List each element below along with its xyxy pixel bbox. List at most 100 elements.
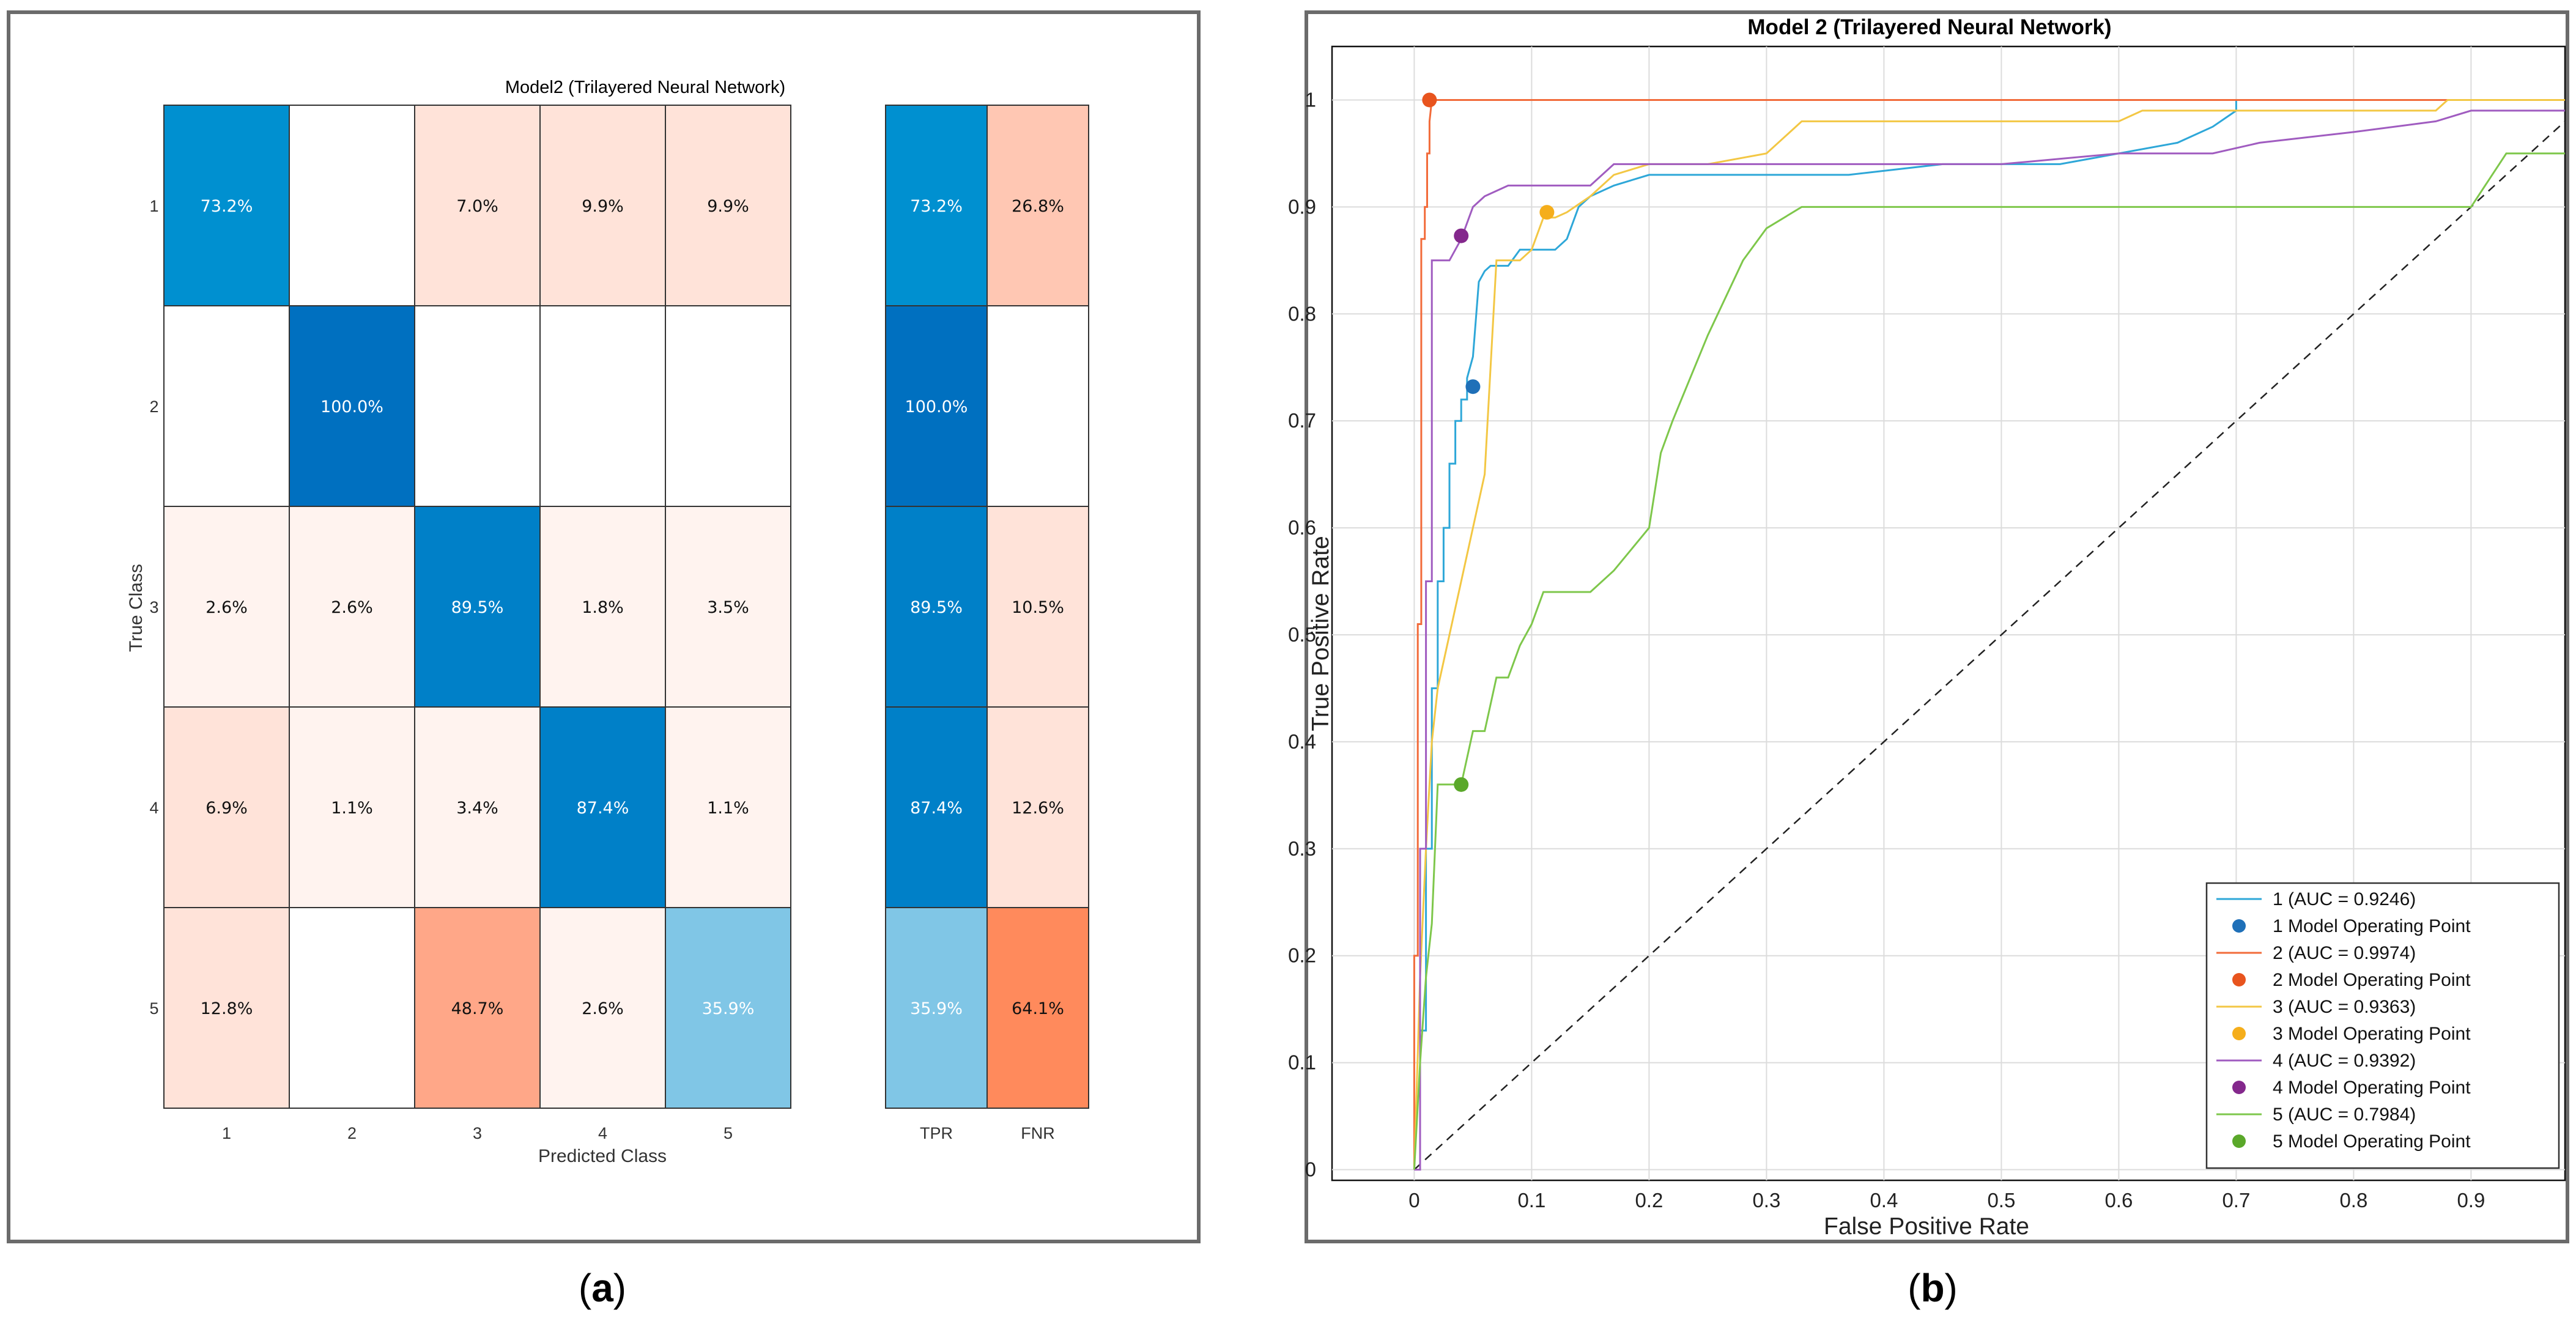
cm-ytick-label: 1 bbox=[149, 197, 158, 215]
roc-xtick-label: 0.1 bbox=[1517, 1189, 1545, 1212]
roc-xtick-label: 0.8 bbox=[2339, 1189, 2367, 1212]
legend-entry: 1 Model Operating Point bbox=[2273, 916, 2471, 936]
cm-cell-value: 3.5% bbox=[707, 598, 749, 617]
cm-cell-value: 2.6% bbox=[205, 598, 248, 617]
cm-xtick-label: 4 bbox=[598, 1124, 607, 1142]
roc-curve-3 bbox=[1413, 99, 2565, 1170]
roc-ytick-label: 0.9 bbox=[1288, 195, 1316, 218]
panel-label-b: (b) bbox=[1908, 1266, 1958, 1310]
cm-cell-value: 1.8% bbox=[582, 598, 624, 617]
svg-text:(a): (a) bbox=[579, 1266, 626, 1310]
cm-cell bbox=[665, 506, 791, 708]
cm-cell bbox=[414, 305, 541, 507]
cm-summary-value: 35.9% bbox=[910, 999, 963, 1018]
roc-operating-point-1 bbox=[1465, 379, 1481, 394]
cm-cell bbox=[665, 305, 791, 507]
cm-cell-value: 2.6% bbox=[331, 598, 373, 617]
roc-ytick-label: 0.2 bbox=[1288, 944, 1316, 967]
legend-entry: 2 Model Operating Point bbox=[2273, 970, 2471, 990]
roc-ytick-label: 0.8 bbox=[1288, 302, 1316, 325]
roc-curve-1 bbox=[1414, 100, 2237, 1171]
cm-summary-value: 26.8% bbox=[1012, 197, 1064, 216]
legend-entry: 5 Model Operating Point bbox=[2273, 1131, 2471, 1152]
cm-xtick-label: 5 bbox=[724, 1124, 733, 1142]
roc-ytick-label: 0.7 bbox=[1288, 409, 1316, 432]
cm-cell-value: 48.7% bbox=[451, 999, 504, 1018]
legend-marker-swatch bbox=[2232, 919, 2246, 933]
cm-cell bbox=[414, 105, 541, 306]
roc-operating-point-4 bbox=[1454, 228, 1469, 243]
cm-cell bbox=[539, 506, 666, 708]
legend-entry: 4 Model Operating Point bbox=[2273, 1078, 2471, 1098]
cm-cell-value: 3.4% bbox=[456, 799, 498, 818]
roc-curve-2 bbox=[1413, 99, 2565, 1170]
cm-summary-column-label: TPR bbox=[920, 1124, 953, 1142]
cm-xtick-label: 2 bbox=[347, 1124, 357, 1142]
roc-ytick-label: 0.5 bbox=[1288, 623, 1316, 646]
cm-cell-value: 35.9% bbox=[702, 999, 755, 1018]
cm-cell-value: 73.2% bbox=[201, 197, 253, 216]
cm-cell bbox=[414, 907, 541, 1109]
cm-cell-value: 100.0% bbox=[320, 398, 383, 416]
cm-xlabel: Predicted Class bbox=[538, 1146, 667, 1166]
cm-cell bbox=[289, 305, 415, 507]
legend-entry: 4 (AUC = 0.9392) bbox=[2273, 1051, 2416, 1071]
cm-cell bbox=[289, 907, 415, 1109]
cm-summary-value: 12.6% bbox=[1012, 799, 1064, 818]
cm-title: Model2 (Trilayered Neural Network) bbox=[505, 78, 785, 97]
cm-summary-cell bbox=[986, 706, 1089, 908]
roc-xtick-label: 0.3 bbox=[1752, 1189, 1780, 1212]
roc-curve-5 bbox=[1413, 152, 2565, 1170]
roc-xtick-label: 0.6 bbox=[2104, 1189, 2133, 1212]
cm-summary-value: 89.5% bbox=[910, 598, 963, 617]
roc-xlabel: False Positive Rate bbox=[1824, 1213, 2029, 1240]
legend-entry: 3 Model Operating Point bbox=[2273, 1024, 2471, 1044]
roc-ytick-label: 0.4 bbox=[1288, 730, 1316, 753]
roc-xtick-label: 0 bbox=[1408, 1189, 1419, 1212]
cm-summary-value: 87.4% bbox=[910, 799, 963, 818]
legend-marker-swatch bbox=[2232, 973, 2246, 986]
cm-cell bbox=[163, 907, 290, 1109]
cm-cell bbox=[163, 305, 290, 507]
cm-summary-value: 64.1% bbox=[1012, 999, 1064, 1018]
roc-ytick-label: 0.3 bbox=[1288, 837, 1316, 860]
roc-xtick-label: 0.7 bbox=[2222, 1189, 2250, 1212]
cm-cell bbox=[665, 706, 791, 908]
cm-cell-value: 12.8% bbox=[201, 999, 253, 1018]
svg-text:(b): (b) bbox=[1908, 1266, 1958, 1310]
cm-cell-value: 1.1% bbox=[707, 799, 749, 818]
roc-ylabel: True Positive Rate bbox=[1308, 536, 1334, 731]
roc-xtick-label: 0.9 bbox=[2457, 1189, 2485, 1212]
cm-cell-value: 9.9% bbox=[707, 197, 749, 216]
roc-operating-point-3 bbox=[1539, 205, 1555, 220]
confusion-matrix: 73.2% 7.0% 9.9% 9.9% 100.0% 2.6% 2.6% 89.5% 1.8%… bbox=[149, 105, 1089, 1142]
legend-marker-swatch bbox=[2232, 1081, 2246, 1094]
legend-entry: 3 (AUC = 0.9363) bbox=[2273, 997, 2416, 1017]
roc-ytick-label: 0 bbox=[1305, 1158, 1316, 1181]
cm-cell bbox=[539, 305, 666, 507]
legend-entry: 2 (AUC = 0.9974) bbox=[2273, 943, 2416, 963]
cm-summary-cell bbox=[986, 907, 1089, 1109]
cm-xtick-label: 1 bbox=[222, 1124, 231, 1142]
roc-operating-point-2 bbox=[1422, 92, 1437, 108]
cm-cell-value: 6.9% bbox=[205, 799, 248, 818]
cm-ytick-label: 3 bbox=[149, 598, 158, 616]
cm-cell bbox=[414, 706, 541, 908]
legend-entry: 1 (AUC = 0.9246) bbox=[2273, 889, 2416, 909]
cm-summary-cell bbox=[885, 907, 988, 1109]
cm-cell bbox=[289, 506, 415, 708]
cm-cell-value: 9.9% bbox=[582, 197, 624, 216]
roc-xtick-label: 0.4 bbox=[1870, 1189, 1898, 1212]
cm-cell-value: 1.1% bbox=[331, 799, 373, 818]
cm-cell bbox=[665, 105, 791, 306]
cm-ytick-label: 4 bbox=[149, 799, 158, 817]
cm-summary-value: 73.2% bbox=[910, 197, 963, 216]
cm-summary-cell bbox=[986, 105, 1089, 306]
panel-letter-a: a bbox=[591, 1266, 613, 1310]
cm-summary-column-label: FNR bbox=[1021, 1124, 1055, 1142]
cm-cell-value: 7.0% bbox=[456, 197, 498, 216]
roc-legend bbox=[2205, 882, 2560, 1169]
cm-summary-cell bbox=[986, 305, 1089, 507]
cm-cell-value: 89.5% bbox=[451, 598, 504, 617]
